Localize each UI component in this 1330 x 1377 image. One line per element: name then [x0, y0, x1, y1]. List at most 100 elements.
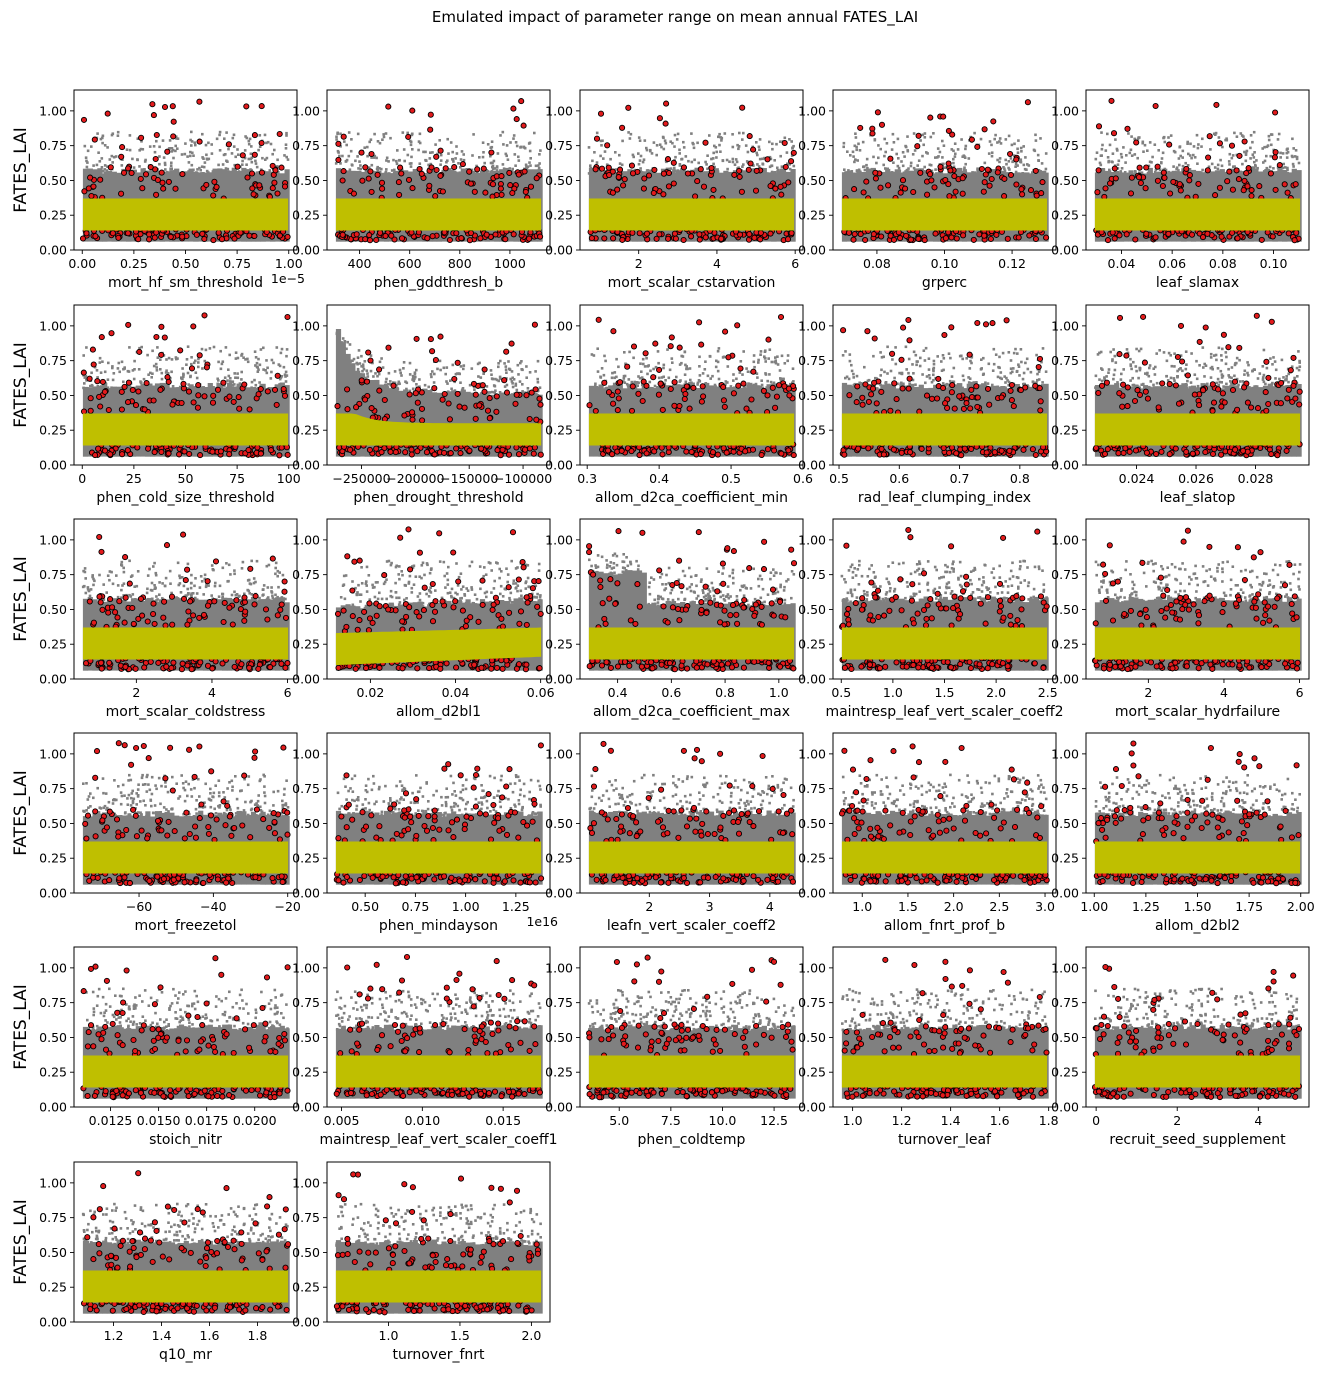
point-cloud: [333, 1171, 543, 1316]
axes-frame: [326, 304, 551, 466]
x-tick-label: 800: [448, 256, 472, 271]
emulator-band: [588, 1055, 795, 1088]
point-cloud: [586, 954, 796, 1101]
y-axis-label: FATES_LAI: [11, 1199, 31, 1284]
y-tick-label: 0.25: [1051, 208, 1079, 223]
emulator-band: [1094, 841, 1301, 874]
y-tick-label: 0.25: [292, 851, 320, 866]
figure-title: Emulated impact of parameter range on me…: [432, 8, 918, 27]
x-offset-text: 1e−5: [271, 271, 305, 286]
y-tick-label: 1.00: [545, 960, 573, 975]
x-tick-label: 1.6: [200, 1328, 220, 1343]
x-axis-label: mort_scalar_cstarvation: [608, 275, 776, 291]
y-tick-label: 0.00: [545, 1100, 573, 1115]
y-tick-label: 0.75: [292, 138, 320, 153]
x-tick-label: −20: [275, 899, 301, 914]
x-offset-text: 1e16: [526, 914, 558, 929]
y-tick-label: 0.00: [292, 1100, 320, 1115]
x-tick-label: −200000: [386, 471, 444, 486]
x-tick-label: 1000: [494, 256, 526, 271]
x-axis-label: turnover_fnrt: [392, 1347, 485, 1363]
x-tick-label: 0.005: [324, 1113, 360, 1128]
y-tick-label: 0.00: [292, 1315, 320, 1330]
x-tick-label: 1.5: [450, 1328, 470, 1343]
point-cloud: [1092, 312, 1303, 459]
x-axis-label: q10_mr: [159, 1347, 212, 1363]
y-tick-label: 0.75: [1051, 995, 1079, 1010]
emulator-band: [335, 413, 542, 446]
y-tick-label: 0.00: [292, 243, 320, 258]
x-tick-label: 1.4: [941, 1113, 961, 1128]
y-tick-label: 0.25: [545, 851, 573, 866]
axes-frame: [832, 304, 1057, 466]
y-tick-label: 0.25: [39, 423, 67, 438]
subplot-phen_coldtemp: 0.00 0.25 0.50 0.75 1.00 5.0 7.5 10.0 12.5 phen_c…: [545, 946, 804, 1148]
x-axis-label: maintresp_leaf_vert_scaler_coeff1: [319, 1132, 557, 1148]
y-tick-label: 0.50: [1051, 602, 1079, 617]
y-tick-label: 0.00: [798, 1100, 826, 1115]
y-tick-label: 1.00: [545, 103, 573, 118]
x-axis-label: maintresp_leaf_vert_scaler_coeff2: [825, 704, 1063, 720]
y-tick-label: 1.00: [39, 746, 67, 761]
y-tick-label: 0.25: [292, 423, 320, 438]
x-tick-label: 0.10: [931, 256, 959, 271]
emulator-band: [1094, 198, 1301, 231]
y-tick-label: 0.75: [545, 995, 573, 1010]
y-tick-label: 0.50: [798, 1030, 826, 1045]
y-tick-label: 1.00: [798, 746, 826, 761]
x-tick-label: 0.0125: [89, 1113, 133, 1128]
y-tick-label: 0.25: [798, 208, 826, 223]
y-tick-label: 1.00: [1051, 532, 1079, 547]
subplot-leaf_slamax: 0.00 0.25 0.50 0.75 1.00 0.04 0.06 0.08 0.10 leaf…: [1051, 89, 1310, 291]
point-cloud: [79, 98, 291, 244]
y-axis-label: FATES_LAI: [11, 984, 31, 1069]
x-tick-label: 1.5: [935, 685, 955, 700]
x-axis-label: phen_coldtemp: [638, 1132, 746, 1148]
axes-frame: [1085, 304, 1310, 466]
x-tick-label: 1.25: [1132, 899, 1160, 914]
x-axis-label: leaf_slamax: [1156, 275, 1239, 291]
y-tick-label: 0.75: [292, 1210, 320, 1225]
emulator-band: [335, 627, 542, 666]
y-tick-label: 0.25: [798, 1065, 826, 1080]
x-tick-label: 0.25: [120, 256, 148, 271]
emulator-band: [1094, 413, 1301, 446]
y-tick-label: 0.25: [39, 1280, 67, 1295]
subplot-mort_freezetol: 0.00 0.25 0.50 0.75 1.00 −60 −40 −20 mort_freeze…: [11, 732, 301, 934]
x-tick-label: 1.0: [852, 899, 872, 914]
y-tick-label: 0.25: [798, 851, 826, 866]
y-tick-label: 0.75: [1051, 781, 1079, 796]
x-tick-label: 12.5: [760, 1113, 788, 1128]
y-tick-label: 0.50: [292, 816, 320, 831]
y-tick-label: 1.00: [545, 532, 573, 547]
y-tick-label: 1.00: [545, 318, 573, 333]
axes-frame: [832, 946, 1057, 1108]
x-tick-label: 2: [132, 685, 140, 700]
y-tick-label: 0.75: [798, 995, 826, 1010]
axes-frame: [579, 89, 804, 251]
y-tick-label: 1.00: [545, 746, 573, 761]
x-tick-label: 0.4: [649, 471, 669, 486]
x-tick-label: −250000: [332, 471, 390, 486]
y-tick-label: 0.50: [39, 388, 67, 403]
y-axis-label: FATES_LAI: [11, 342, 31, 427]
y-tick-label: 1.00: [292, 746, 320, 761]
y-tick-label: 0.50: [798, 602, 826, 617]
subplot-maintresp_leaf_vert_scaler_coeff2: 0.00 0.25 0.50 0.75 1.00 0.5 1.0 1.5 2.0 2.5 maint…: [798, 518, 1064, 720]
x-tick-label: 6: [791, 256, 799, 271]
point-cloud: [80, 312, 291, 459]
x-tick-label: 0.015: [485, 1113, 521, 1128]
x-tick-label: 0.5: [831, 685, 851, 700]
emulator-band: [335, 1270, 542, 1303]
x-tick-label: 1.0: [883, 685, 903, 700]
y-tick-label: 0.25: [1051, 637, 1079, 652]
axes-frame: [1085, 518, 1310, 680]
y-tick-label: 0.00: [798, 672, 826, 687]
y-tick-label: 0.75: [292, 995, 320, 1010]
y-tick-label: 0.00: [39, 1315, 67, 1330]
axes-frame: [73, 732, 298, 894]
point-cloud: [839, 316, 1050, 459]
x-tick-label: 0.06: [527, 685, 555, 700]
x-tick-label: 2.0: [986, 685, 1006, 700]
y-tick-label: 0.00: [39, 886, 67, 901]
